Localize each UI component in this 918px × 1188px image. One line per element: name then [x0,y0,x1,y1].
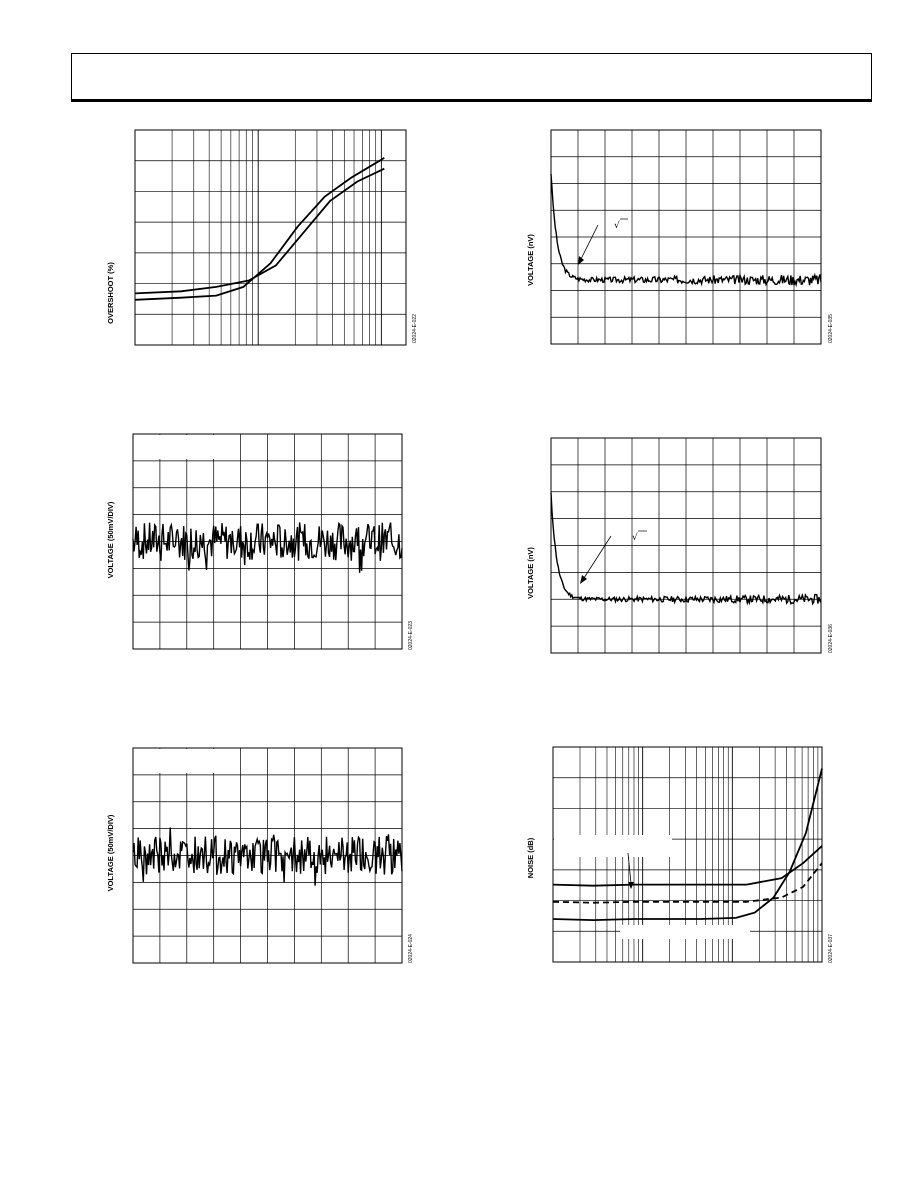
annotation-arrow [580,224,599,260]
figure-code: 02024-E-037 [828,934,834,963]
trace-line [550,492,822,606]
figure-code: 02024-E-023 [408,621,414,650]
label-blank [554,835,672,857]
trace-line [132,521,403,573]
series-line-2 [134,157,385,301]
label-blank [620,925,750,939]
label-blank [134,435,222,459]
chart-panel-voltage-noise-2: VOLTAGE (50mV/DIV) 02024-E-024 [100,743,430,973]
figure-code: 02024-E-022 [412,314,418,343]
figure-code: 02024-E-035 [828,314,834,343]
series-line-3 [552,768,823,922]
y-axis-label: OVERSHOOT (%) [106,262,115,324]
trace-line [132,827,403,886]
chart-panel-voltage-noise-1: VOLTAGE (50mV/DIV) 02024-E-023 [100,430,430,660]
series-line-2 [552,862,823,904]
annotation-arrow [583,535,612,579]
figure-code: 02024-E-024 [408,934,414,963]
chart-svg-overshoot: OVERSHOOT (%) 02024-E-022 [106,129,418,346]
chart-svg-voltage-nv-1: VOLTAGE (nV) √ 02024-E-035 [526,129,834,345]
vertical-gridlines [577,130,795,344]
figure-code: 02024-E-036 [828,624,834,653]
horizontal-gridlines [135,160,406,315]
overshoot-series [134,157,385,301]
chart-panel-overshoot: OVERSHOOT (%) 02024-E-022 [100,125,430,355]
y-axis-label: VOLTAGE (50mV/DIV) [106,501,115,578]
y-axis-label: VOLTAGE (nV) [526,234,535,286]
series-line-1 [552,845,823,887]
y-axis-label: VOLTAGE (nV) [526,547,535,599]
arrow-head-icon [578,256,584,265]
log-vertical-gridlines [171,130,382,345]
chart-svg-noise-db: NOISE (dB) 02024-E-037 [526,746,834,963]
chart-svg-voltage-noise-2: VOLTAGE (50mV/DIV) 02024-E-024 [106,747,414,964]
y-axis-label: NOISE (dB) [526,837,535,878]
chart-panel-noise-db: NOISE (dB) 02024-E-037 [520,743,850,973]
label-blank [134,749,222,773]
page-header-box [71,53,872,102]
chart-panel-voltage-nv-1: VOLTAGE (nV) √ 02024-E-035 [520,125,850,355]
annotation-root: √ [632,532,638,543]
noise-trace [132,827,403,886]
horizontal-gridlines [553,777,822,932]
annotation-root: √ [614,220,620,231]
noise-trace [132,521,403,573]
y-axis-label: VOLTAGE (50mV/DIV) [106,814,115,891]
arrow-head-icon [628,882,634,889]
arrow-head-icon [580,575,587,584]
chart-svg-voltage-noise-1: VOLTAGE (50mV/DIV) 02024-E-023 [106,433,414,650]
chart-svg-voltage-nv-2: VOLTAGE (nV) √ 02024-E-036 [526,437,834,654]
annotation-arrow [627,852,632,884]
series-line-1 [134,167,385,295]
noise-density-line [550,492,822,606]
chart-panel-voltage-nv-2: VOLTAGE (nV) √ 02024-E-036 [520,433,850,663]
noise-density-line [550,173,822,288]
trace-line [550,173,822,288]
noise-db-series [552,768,823,922]
